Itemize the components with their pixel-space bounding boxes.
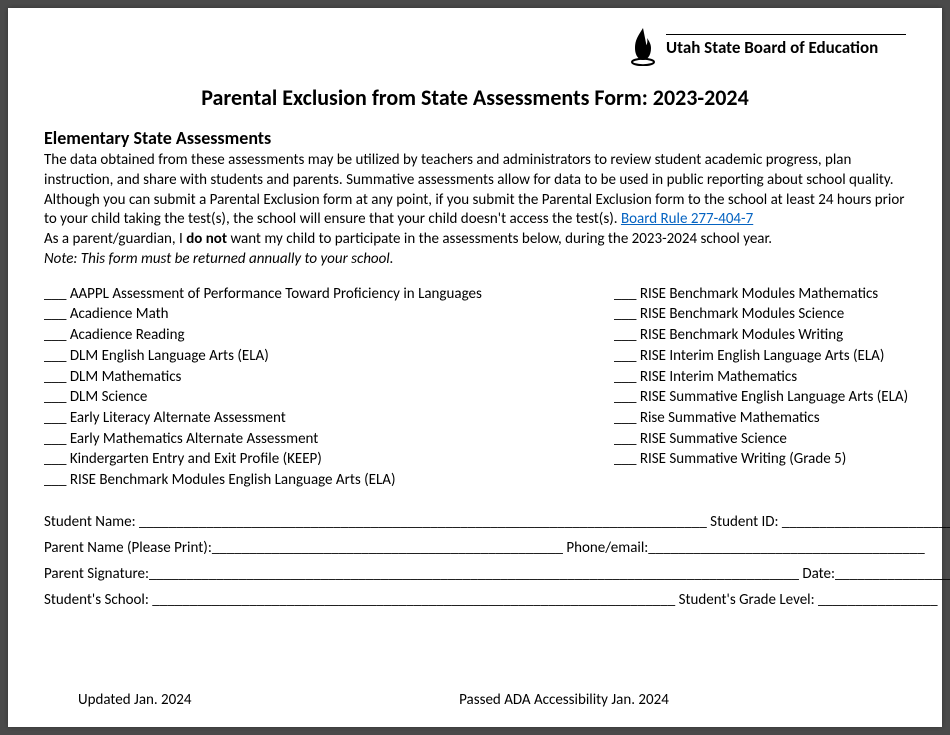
org-name: Utah State Board of Education [666, 37, 906, 58]
field-row-signature: Parent Signature:_______________________… [44, 561, 906, 587]
footer-ada: Passed ADA Accessibility Jan. 2024 [459, 691, 669, 709]
assessments-columns: AAPPL Assessment of Performance Toward P… [44, 284, 906, 491]
field-row-parent: Parent Name (Please Print):_____________… [44, 535, 906, 561]
org-block: Utah State Board of Education [666, 34, 906, 58]
assessments-left-col: AAPPL Assessment of Performance Toward P… [44, 284, 574, 491]
assessment-item: RISE Interim English Language Arts (ELA) [614, 346, 908, 367]
assessment-item: Acadience Reading [44, 325, 574, 346]
assessment-item: Early Literacy Alternate Assessment [44, 408, 574, 429]
assessment-item: RISE Benchmark Modules English Language … [44, 470, 574, 491]
assessment-item: RISE Interim Mathematics [614, 367, 908, 388]
footer: Updated Jan. 2024 Passed ADA Accessibili… [8, 691, 942, 709]
intro-text: The data obtained from these assessments… [44, 151, 904, 228]
org-rule [666, 34, 906, 35]
assessment-item: DLM Mathematics [44, 367, 574, 388]
assessment-item: RISE Benchmark Modules Mathematics [614, 284, 908, 305]
assessment-item: RISE Summative Science [614, 429, 908, 450]
field-row-school: Student's School: ______________________… [44, 587, 906, 613]
board-rule-link[interactable]: Board Rule 277-404-7 [621, 210, 753, 228]
assessment-item: Early Mathematics Alternate Assessment [44, 429, 574, 450]
assessment-item: Rise Summative Mathematics [614, 408, 908, 429]
assessment-item: RISE Summative English Language Arts (EL… [614, 387, 908, 408]
assessment-item: DLM English Language Arts (ELA) [44, 346, 574, 367]
assessment-item: RISE Benchmark Modules Science [614, 304, 908, 325]
header: Utah State Board of Education [44, 26, 906, 66]
consent-pre: As a parent/guardian, I [44, 230, 186, 248]
assessment-item: RISE Summative Writing (Grade 5) [614, 449, 908, 470]
section-heading: Elementary State Assessments [44, 127, 906, 149]
intro-paragraph: The data obtained from these assessments… [44, 151, 906, 230]
assessment-item: DLM Science [44, 387, 574, 408]
consent-post: want my child to participate in the asse… [227, 230, 772, 248]
signature-fields: Student Name: __________________________… [44, 509, 906, 614]
assessment-item: Acadience Math [44, 304, 574, 325]
assessments-right-col: RISE Benchmark Modules Mathematics RISE … [614, 284, 908, 491]
consent-line: As a parent/guardian, I do not want my c… [44, 230, 906, 250]
assessment-item: Kindergarten Entry and Exit Profile (KEE… [44, 449, 574, 470]
document-page: Utah State Board of Education Parental E… [8, 8, 942, 727]
page-title: Parental Exclusion from State Assessment… [44, 84, 906, 111]
assessment-item: RISE Benchmark Modules Writing [614, 325, 908, 346]
footer-updated: Updated Jan. 2024 [78, 691, 459, 709]
assessment-item: AAPPL Assessment of Performance Toward P… [44, 284, 574, 305]
consent-bold: do not [186, 230, 227, 248]
flame-logo-icon [628, 26, 658, 66]
note-line: Note: This form must be returned annuall… [44, 250, 906, 270]
field-row-student: Student Name: __________________________… [44, 509, 906, 535]
